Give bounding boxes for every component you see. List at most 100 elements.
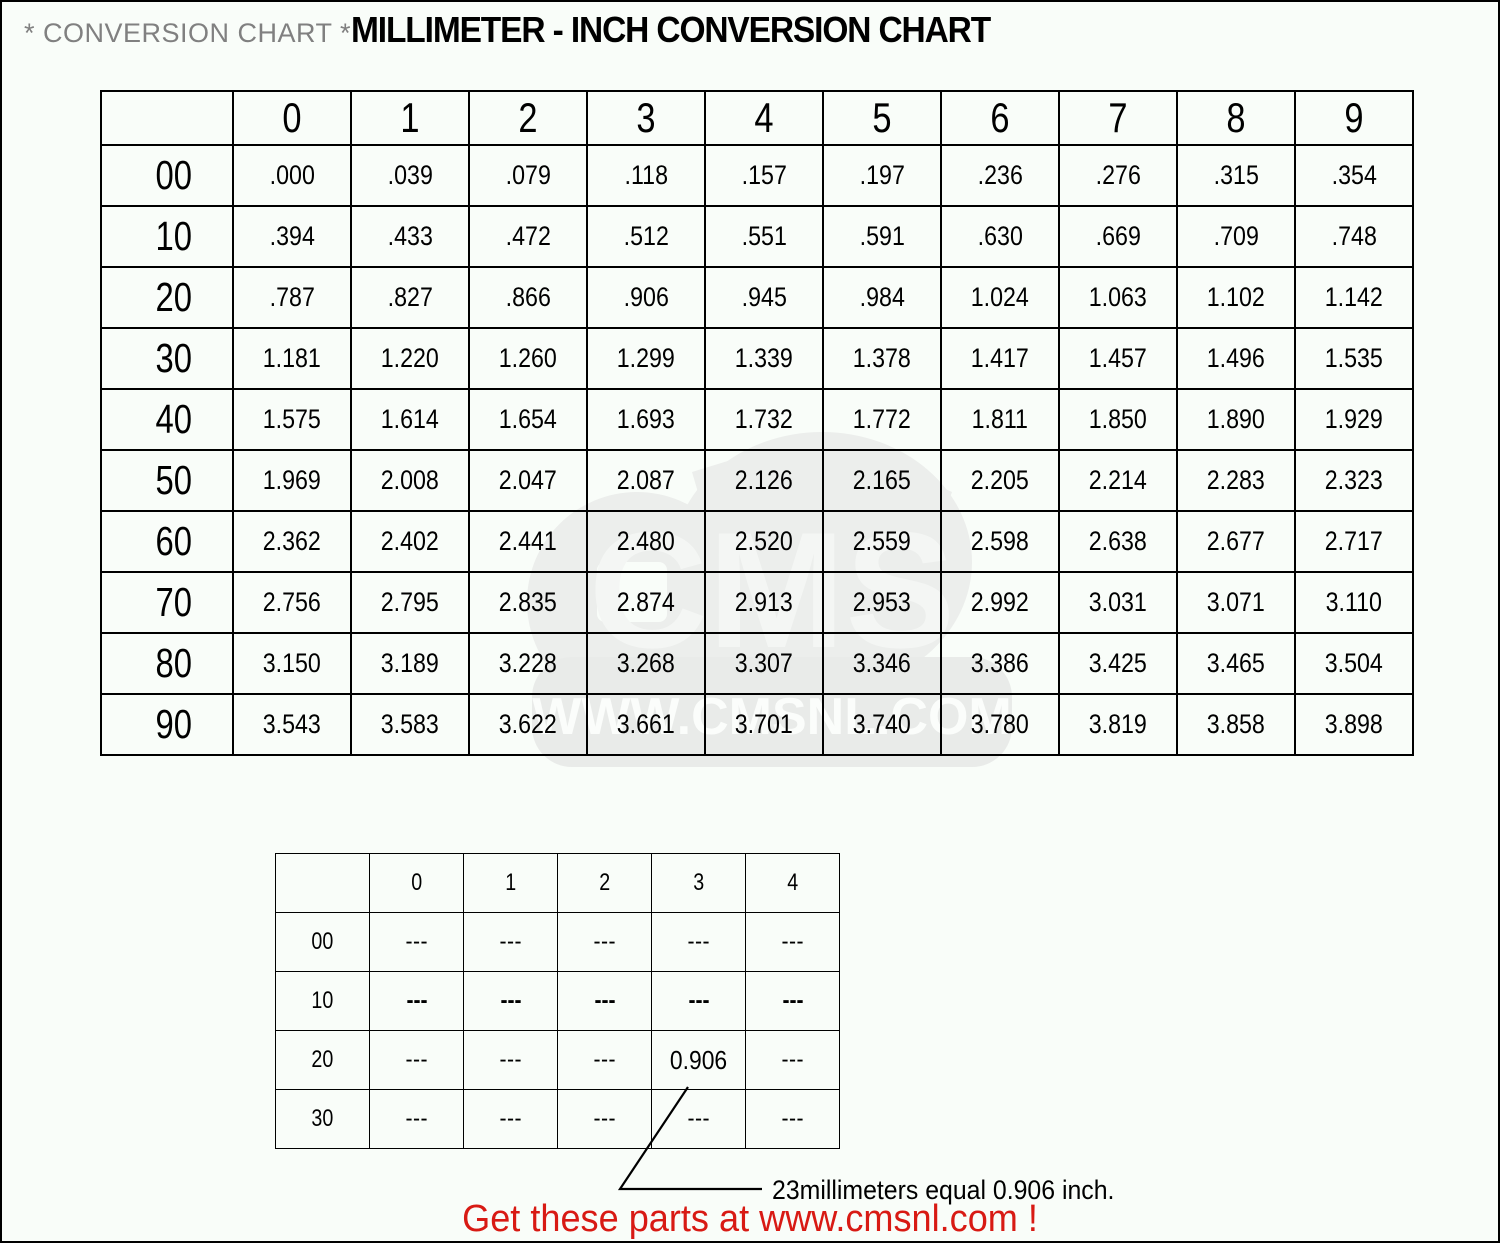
row-header-label: 20 — [155, 274, 193, 320]
cell-40-8: 1.890 — [1176, 388, 1296, 451]
example-table-row: 00 --- --- --- --- --- — [275, 912, 840, 972]
cell-value: .236 — [977, 160, 1023, 190]
row-header-50: 50 — [100, 449, 234, 512]
row-header-label: 70 — [155, 579, 193, 625]
cell-70-1: 2.795 — [350, 571, 470, 634]
cell-value: 1.850 — [1088, 404, 1148, 434]
example-column-header-1: 1 — [463, 853, 558, 913]
cell-60-4: 2.520 — [704, 510, 824, 573]
cell-value: .827 — [387, 282, 433, 312]
cell-value: .787 — [269, 282, 315, 312]
cell-20-1: .827 — [350, 266, 470, 329]
example-column-header-2: 2 — [557, 853, 652, 913]
cell-30-6: 1.417 — [940, 327, 1060, 390]
cell-60-0: 2.362 — [232, 510, 352, 573]
example-cell-10-3: --- — [651, 971, 746, 1031]
cell-value: 1.654 — [498, 404, 558, 434]
cell-value: 2.165 — [852, 465, 912, 495]
cell-50-7: 2.214 — [1058, 449, 1178, 512]
cell-value: 1.969 — [262, 465, 322, 495]
cell-value: 2.874 — [616, 587, 676, 617]
cell-80-5: 3.346 — [822, 632, 942, 695]
cell-10-6: .630 — [940, 205, 1060, 268]
cell-10-4: .551 — [704, 205, 824, 268]
example-cell-10-2: --- — [557, 971, 652, 1031]
cell-value: 3.622 — [498, 709, 558, 739]
cell-00-0: .000 — [232, 144, 352, 207]
example-caption-text: 23millimeters equal 0.906 inch. — [772, 1175, 1115, 1205]
cell-value: .945 — [741, 282, 787, 312]
cell-value: 2.953 — [852, 587, 912, 617]
row-header-label: 90 — [155, 701, 193, 747]
cell-50-1: 2.008 — [350, 449, 470, 512]
example-column-label: 2 — [599, 869, 610, 896]
table-row: 60 2.362 2.402 2.441 2.480 2.520 2.559 2… — [100, 510, 1414, 573]
column-header-9: 9 — [1304, 90, 1404, 146]
cell-10-0: .394 — [232, 205, 352, 268]
example-column-header-4: 4 — [745, 853, 840, 913]
example-cell-20-1: --- — [463, 1030, 558, 1090]
cell-60-2: 2.441 — [468, 510, 588, 573]
cell-value: 1.732 — [734, 404, 794, 434]
cell-value: 1.063 — [1088, 282, 1148, 312]
column-header-1: 1 — [360, 90, 460, 146]
cell-value: 2.992 — [970, 587, 1030, 617]
footer-promo-text[interactable]: Get these parts at www.cmsnl.com ! — [462, 1198, 1038, 1240]
callout-leader-line — [602, 1072, 822, 1212]
column-header-6: 6 — [950, 90, 1050, 146]
cell-value: 3.189 — [380, 648, 440, 678]
table-row: 00 .000 .039 .079 .118 .157 .197 .236 .2… — [100, 144, 1414, 207]
cell-90-9: 3.898 — [1294, 693, 1414, 756]
cell-value: 1.614 — [380, 404, 440, 434]
row-header-80: 80 — [100, 632, 234, 695]
example-cell-10-4: --- — [745, 971, 840, 1031]
cell-value: 3.858 — [1206, 709, 1266, 739]
cell-80-3: 3.268 — [586, 632, 706, 695]
example-table-body: 00 --- --- --- --- --- 10 --- --- --- --… — [275, 912, 840, 1149]
footer-promo[interactable]: Get these parts at www.cmsnl.com ! — [2, 1198, 1498, 1241]
cell-30-7: 1.457 — [1058, 327, 1178, 390]
cell-00-3: .118 — [586, 144, 706, 207]
cell-20-6: 1.024 — [940, 266, 1060, 329]
cell-70-7: 3.031 — [1058, 571, 1178, 634]
cell-70-2: 2.835 — [468, 571, 588, 634]
example-cell-00-1: --- — [463, 912, 558, 972]
cell-90-3: 3.661 — [586, 693, 706, 756]
cell-value: .630 — [977, 221, 1023, 251]
cell-40-9: 1.929 — [1294, 388, 1414, 451]
cell-70-9: 3.110 — [1294, 571, 1414, 634]
cell-value: .472 — [505, 221, 551, 251]
example-column-label: 0 — [411, 869, 422, 896]
cell-40-5: 1.772 — [822, 388, 942, 451]
cell-40-2: 1.654 — [468, 388, 588, 451]
cell-70-6: 2.992 — [940, 571, 1060, 634]
example-highlight-value: 0.906 — [669, 1044, 728, 1075]
example-row-label: 10 — [311, 987, 334, 1014]
cell-value: 3.898 — [1324, 709, 1384, 739]
example-cell-value: --- — [405, 1105, 428, 1132]
cell-60-8: 2.677 — [1176, 510, 1296, 573]
cell-90-1: 3.583 — [350, 693, 470, 756]
cell-value: 2.520 — [734, 526, 794, 556]
cell-value: 2.913 — [734, 587, 794, 617]
example-cell-value: --- — [687, 987, 710, 1014]
cell-30-8: 1.496 — [1176, 327, 1296, 390]
cell-value: 2.559 — [852, 526, 912, 556]
cell-50-4: 2.126 — [704, 449, 824, 512]
example-cell-10-1: --- — [463, 971, 558, 1031]
main-table-body: 00 .000 .039 .079 .118 .157 .197 .236 .2… — [100, 144, 1414, 756]
cell-value: .039 — [387, 160, 433, 190]
cell-value: .984 — [859, 282, 905, 312]
table-row: 40 1.575 1.614 1.654 1.693 1.732 1.772 1… — [100, 388, 1414, 451]
cell-value: .748 — [1331, 221, 1377, 251]
cell-90-4: 3.701 — [704, 693, 824, 756]
cell-30-3: 1.299 — [586, 327, 706, 390]
row-header-60: 60 — [100, 510, 234, 573]
cell-value: 2.441 — [498, 526, 558, 556]
main-table-head: 0 1 2 3 4 5 6 7 8 9 — [100, 90, 1413, 146]
page-title-main: MILLIMETER - INCH CONVERSION CHART — [351, 9, 991, 50]
cell-90-5: 3.740 — [822, 693, 942, 756]
cell-00-9: .354 — [1294, 144, 1414, 207]
example-cell-value: --- — [499, 928, 522, 955]
